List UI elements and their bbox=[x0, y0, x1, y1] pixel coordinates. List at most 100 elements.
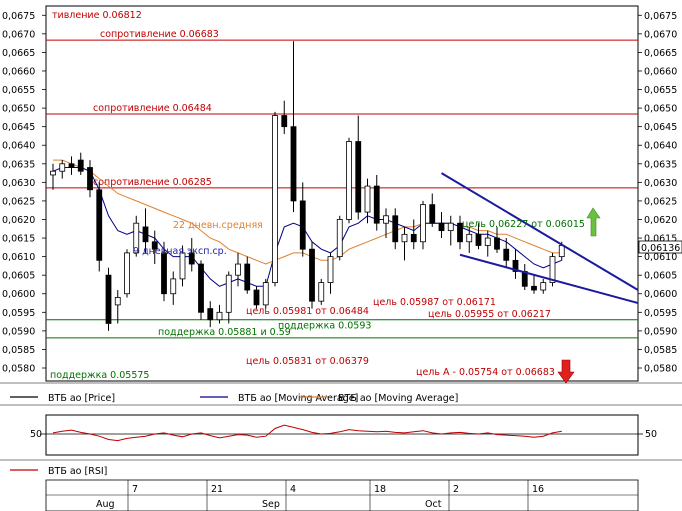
rsi-legend: ВТБ ао [RSI] bbox=[10, 466, 107, 477]
y-tick-label: 0,0645 bbox=[644, 122, 677, 133]
y-tick-label: 0,0635 bbox=[644, 159, 677, 170]
candle-body bbox=[364, 185, 371, 213]
candle-body bbox=[124, 252, 130, 295]
legend-ma-blue: ВТБ ао [Moving Average] bbox=[238, 393, 358, 404]
candle-body bbox=[558, 245, 565, 258]
trendline-lower bbox=[459, 253, 639, 304]
level-label: поддержка 0.05575 bbox=[50, 370, 149, 381]
candle-body bbox=[114, 297, 121, 306]
trendlines bbox=[440, 172, 639, 304]
candle-body bbox=[318, 282, 325, 302]
candle-body bbox=[198, 263, 204, 313]
ma-22-line bbox=[53, 159, 562, 265]
candle-body bbox=[540, 282, 547, 291]
candle-body bbox=[401, 233, 408, 243]
y-tick-label: 0,0580 bbox=[2, 364, 35, 375]
annotation-label: цель 0.06227 от 0.06015 bbox=[462, 219, 585, 230]
candle-body bbox=[188, 252, 195, 265]
y-tick-label: 0,0620 bbox=[644, 215, 677, 226]
candle-body bbox=[207, 308, 214, 321]
candle-body bbox=[161, 252, 167, 295]
y-tick-label: 0,0600 bbox=[644, 289, 677, 300]
y-tick-label: 0,0650 bbox=[2, 104, 35, 115]
y-axis-right: 0,0675 0,0670 0,0665 0,0660 0,0655 0,0650 0,06… bbox=[638, 11, 677, 375]
candle-body bbox=[87, 167, 93, 191]
y-tick-label: 0,0665 bbox=[2, 48, 35, 59]
candle-body bbox=[68, 163, 75, 168]
level-label: сопротивление 0.06683 bbox=[100, 29, 219, 40]
y-tick-label: 0,0580 bbox=[644, 364, 677, 375]
x-tick-day: 21 bbox=[211, 484, 223, 495]
candle-body bbox=[59, 163, 66, 172]
annotation-label: 9 дневная эксп.ср. bbox=[133, 246, 227, 257]
legend-ma-orange: ВТБ ао [Moving Average] bbox=[338, 393, 458, 404]
candle-body bbox=[512, 259, 519, 272]
level-label: тивление 0.06812 bbox=[52, 10, 142, 21]
target-down-arrow-icon bbox=[557, 359, 575, 384]
candle-body bbox=[346, 141, 352, 220]
candle-body bbox=[151, 241, 158, 250]
annotation-label: цель 0.05955 от 0.06217 bbox=[428, 309, 551, 320]
candle-body bbox=[235, 263, 241, 276]
candle-body bbox=[457, 222, 463, 243]
level-label: сопротивление 0.06484 bbox=[93, 103, 212, 114]
candle-body bbox=[96, 189, 103, 261]
candle-body bbox=[466, 233, 473, 243]
candle-body bbox=[142, 226, 149, 243]
time-axis bbox=[45, 479, 639, 511]
y-tick-label: 0,0630 bbox=[2, 178, 35, 189]
annotation-label: 22 дневн.средняя bbox=[173, 220, 263, 231]
price-panel bbox=[45, 5, 639, 382]
candle-body bbox=[253, 289, 260, 306]
candle-body bbox=[170, 278, 177, 295]
y-tick-label: 0,0625 bbox=[644, 196, 677, 207]
y-tick-label: 0,0590 bbox=[2, 326, 35, 337]
candle-body bbox=[392, 215, 399, 243]
candle-body bbox=[484, 237, 491, 246]
candle-body bbox=[105, 274, 112, 324]
x-tick-month: Sep bbox=[262, 499, 280, 510]
y-tick-label: 0,0640 bbox=[2, 141, 35, 152]
candle-body bbox=[475, 233, 482, 246]
y-tick-label: 0,0665 bbox=[644, 48, 677, 59]
x-tick-day: 2 bbox=[453, 484, 459, 495]
x-tick-day: 16 bbox=[532, 484, 544, 495]
x-tick-month: Aug bbox=[96, 499, 115, 510]
last-price-marker: 0,06136 bbox=[638, 240, 682, 254]
rsi-series bbox=[52, 424, 562, 442]
y-tick-label: 0,0655 bbox=[2, 85, 35, 96]
candle-body bbox=[503, 248, 510, 261]
y-axis-left: 0,0675 0,0670 0,0665 0,0660 0,0655 0,0650 0,06… bbox=[2, 11, 46, 375]
candle-body bbox=[410, 233, 417, 243]
rsi-level-right: 50 bbox=[645, 429, 657, 440]
candle-body bbox=[438, 222, 445, 232]
y-tick-label: 0,0645 bbox=[2, 122, 35, 133]
annotation-label: цель 0.05831 от 0.06379 bbox=[246, 356, 369, 367]
y-tick-label: 0,0595 bbox=[2, 308, 35, 319]
rsi-level-left: 50 bbox=[30, 429, 42, 440]
level-lines: тивление 0.06812 сопротивление 0.06683 соп… bbox=[46, 10, 638, 381]
candle-body bbox=[494, 237, 500, 250]
candle-body bbox=[327, 256, 334, 284]
x-tick-day: 4 bbox=[290, 484, 296, 495]
y-tick-label: 0,0605 bbox=[2, 271, 35, 282]
level-label: поддержка 0.05881 и 0.59 bbox=[158, 327, 291, 338]
candle-body bbox=[179, 252, 186, 280]
candle-body bbox=[133, 222, 140, 254]
y-tick-label: 0,0585 bbox=[644, 345, 677, 356]
candles bbox=[50, 41, 565, 331]
y-tick-label: 0,0610 bbox=[2, 252, 35, 263]
candle-body bbox=[309, 248, 315, 302]
candle-body bbox=[77, 159, 84, 172]
legend: ВТБ ао [Price] ВТБ ао [Moving Average] В… bbox=[10, 393, 458, 404]
y-tick-label: 0,0595 bbox=[644, 308, 677, 319]
y-tick-label: 0,0675 bbox=[644, 11, 677, 22]
candle-body bbox=[216, 311, 223, 321]
x-axis: 7 Aug 21 4 Sep 18 2 Oct 16 bbox=[96, 480, 544, 511]
y-tick-label: 0,0590 bbox=[644, 326, 677, 337]
y-tick-label: 0,0615 bbox=[644, 234, 677, 245]
y-tick-label: 0,0585 bbox=[2, 345, 35, 356]
candle-body bbox=[549, 256, 556, 284]
candle-body bbox=[531, 285, 537, 291]
